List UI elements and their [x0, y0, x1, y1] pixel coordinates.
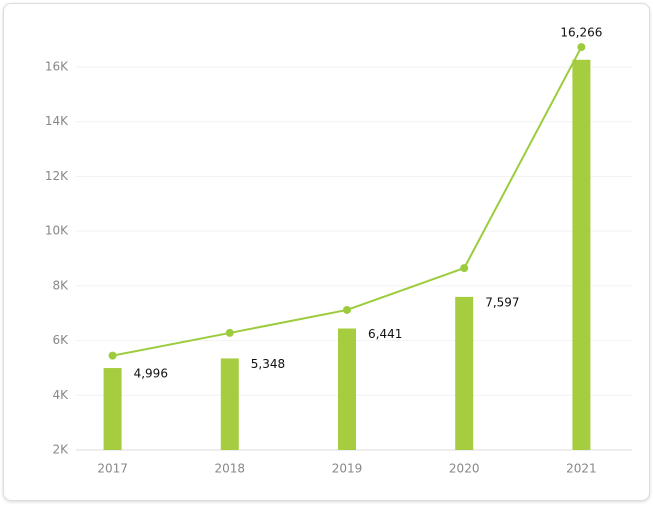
bar: [338, 328, 356, 450]
y-tick-label: 14K: [45, 114, 69, 128]
bar: [220, 358, 239, 450]
y-tick-label: 2K: [52, 443, 69, 457]
y-tick-label: 12K: [45, 169, 69, 183]
line-point: [343, 305, 351, 314]
y-tick-label: 16K: [45, 60, 69, 74]
x-tick-label: 2020: [449, 462, 480, 476]
data-label: 4,996: [134, 367, 168, 381]
data-label: 16,266: [560, 26, 602, 40]
x-tick-label: 2018: [215, 462, 246, 476]
data-label: 7,597: [485, 295, 519, 309]
bar: [572, 59, 591, 451]
line-point: [577, 43, 586, 52]
data-label: 5,348: [251, 357, 285, 371]
line-point: [460, 264, 469, 273]
x-tick-label: 2021: [566, 462, 597, 476]
data-label: 6,441: [368, 327, 402, 341]
x-tick-label: 2017: [97, 462, 128, 476]
bar: [103, 368, 122, 450]
y-tick-label: 10K: [45, 224, 69, 238]
line-point: [225, 328, 234, 337]
y-tick-label: 8K: [52, 278, 69, 292]
y-tick-label: 4K: [52, 388, 69, 402]
bar: [455, 296, 474, 450]
y-tick-label: 6K: [52, 333, 69, 347]
x-tick-label: 2019: [332, 462, 363, 476]
line-point: [108, 351, 117, 360]
